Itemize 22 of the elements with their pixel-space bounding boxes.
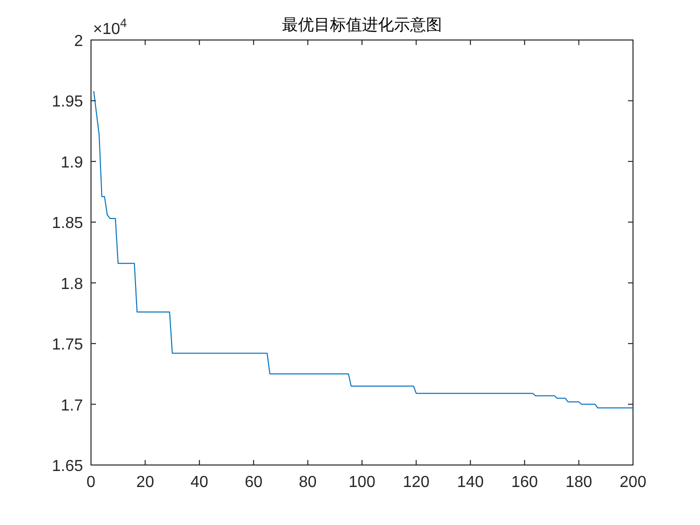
y-tick-label: 1.7 [60, 397, 84, 414]
y-tick-label: 1.9 [60, 154, 84, 172]
y-tick-label: 1.75 [52, 336, 84, 354]
x-tick-label: 120 [402, 474, 430, 491]
y-tick-label: 1.85 [52, 215, 84, 232]
y-tick-label: 1.8 [60, 276, 84, 293]
text: ×10$^{4}$ [93, 16, 128, 38]
x-tick-label: 20 [136, 474, 154, 491]
y-tick-label: 2 [74, 33, 84, 50]
y-tick-label: 1.95 [52, 94, 84, 111]
x-tick-label: 200 [620, 474, 646, 491]
chart-title: 最优目标值进化示意图 [282, 16, 442, 34]
x-tick-label: 40 [190, 474, 208, 491]
x-tick-label: 60 [244, 474, 263, 491]
x-tick-label: 0 [86, 474, 96, 491]
y-tick-label: 1.65 [52, 458, 84, 475]
x-tick-label: 80 [298, 474, 317, 491]
line-series [93, 90, 634, 408]
x-tick-label: 160 [511, 474, 538, 491]
x-tick-label: 180 [565, 474, 592, 491]
x-tick-label: 100 [348, 474, 376, 491]
x-tick-label: 140 [457, 474, 484, 491]
